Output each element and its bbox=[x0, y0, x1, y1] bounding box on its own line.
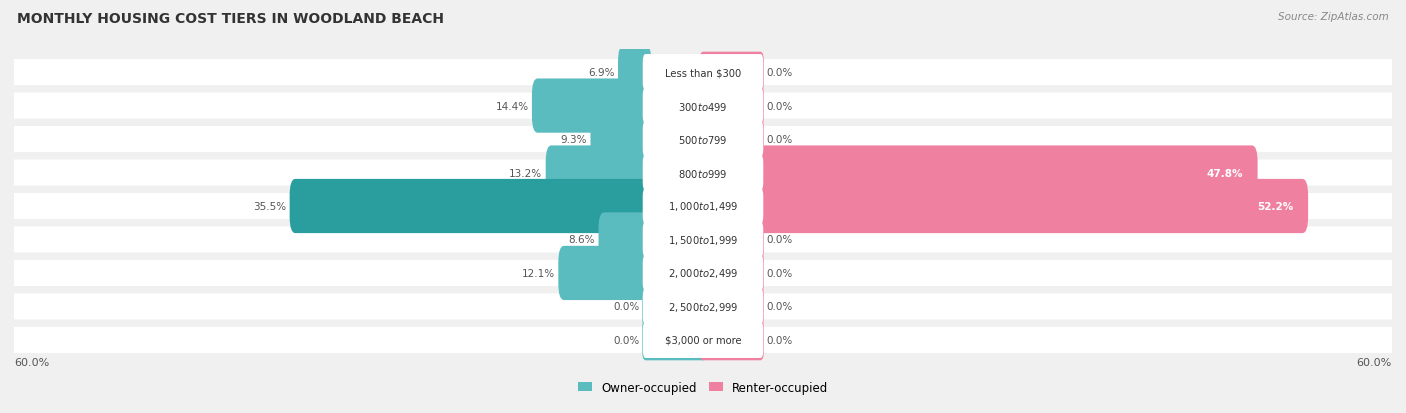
Text: 0.0%: 0.0% bbox=[766, 68, 793, 78]
Text: 0.0%: 0.0% bbox=[766, 335, 793, 345]
Text: 0.0%: 0.0% bbox=[766, 268, 793, 278]
Text: $800 to $999: $800 to $999 bbox=[678, 167, 728, 179]
FancyBboxPatch shape bbox=[14, 160, 1392, 186]
FancyBboxPatch shape bbox=[643, 320, 706, 361]
Text: $1,500 to $1,999: $1,500 to $1,999 bbox=[668, 233, 738, 247]
FancyBboxPatch shape bbox=[14, 60, 1392, 86]
FancyBboxPatch shape bbox=[643, 255, 763, 291]
FancyBboxPatch shape bbox=[591, 113, 651, 167]
FancyBboxPatch shape bbox=[755, 146, 1257, 200]
Legend: Owner-occupied, Renter-occupied: Owner-occupied, Renter-occupied bbox=[572, 376, 834, 399]
Text: 0.0%: 0.0% bbox=[766, 135, 793, 145]
FancyBboxPatch shape bbox=[643, 122, 763, 158]
FancyBboxPatch shape bbox=[700, 119, 763, 160]
FancyBboxPatch shape bbox=[531, 79, 651, 133]
Text: 0.0%: 0.0% bbox=[766, 301, 793, 312]
FancyBboxPatch shape bbox=[558, 246, 651, 300]
FancyBboxPatch shape bbox=[643, 88, 763, 124]
FancyBboxPatch shape bbox=[599, 213, 651, 267]
Text: 12.1%: 12.1% bbox=[522, 268, 555, 278]
FancyBboxPatch shape bbox=[14, 227, 1392, 253]
Text: Less than $300: Less than $300 bbox=[665, 68, 741, 78]
FancyBboxPatch shape bbox=[14, 193, 1392, 220]
FancyBboxPatch shape bbox=[643, 155, 763, 191]
Text: $3,000 or more: $3,000 or more bbox=[665, 335, 741, 345]
FancyBboxPatch shape bbox=[643, 55, 763, 91]
Text: 6.9%: 6.9% bbox=[588, 68, 614, 78]
FancyBboxPatch shape bbox=[14, 127, 1392, 153]
FancyBboxPatch shape bbox=[14, 327, 1392, 353]
FancyBboxPatch shape bbox=[14, 93, 1392, 119]
FancyBboxPatch shape bbox=[700, 253, 763, 294]
Text: 9.3%: 9.3% bbox=[561, 135, 588, 145]
Text: 60.0%: 60.0% bbox=[1357, 357, 1392, 367]
Text: 0.0%: 0.0% bbox=[613, 335, 640, 345]
FancyBboxPatch shape bbox=[290, 180, 651, 233]
Text: 35.5%: 35.5% bbox=[253, 202, 287, 211]
Text: MONTHLY HOUSING COST TIERS IN WOODLAND BEACH: MONTHLY HOUSING COST TIERS IN WOODLAND B… bbox=[17, 12, 444, 26]
FancyBboxPatch shape bbox=[643, 286, 706, 327]
FancyBboxPatch shape bbox=[700, 86, 763, 127]
Text: 0.0%: 0.0% bbox=[766, 101, 793, 112]
Text: 0.0%: 0.0% bbox=[613, 301, 640, 312]
Text: 52.2%: 52.2% bbox=[1257, 202, 1294, 211]
FancyBboxPatch shape bbox=[14, 294, 1392, 320]
Text: Source: ZipAtlas.com: Source: ZipAtlas.com bbox=[1278, 12, 1389, 22]
FancyBboxPatch shape bbox=[619, 46, 651, 100]
Text: $2,000 to $2,499: $2,000 to $2,499 bbox=[668, 267, 738, 280]
Text: $500 to $799: $500 to $799 bbox=[678, 134, 728, 146]
FancyBboxPatch shape bbox=[14, 260, 1392, 286]
Text: $2,500 to $2,999: $2,500 to $2,999 bbox=[668, 300, 738, 313]
Text: 0.0%: 0.0% bbox=[766, 235, 793, 245]
Text: $1,000 to $1,499: $1,000 to $1,499 bbox=[668, 200, 738, 213]
FancyBboxPatch shape bbox=[755, 180, 1308, 233]
FancyBboxPatch shape bbox=[643, 289, 763, 325]
FancyBboxPatch shape bbox=[700, 320, 763, 361]
FancyBboxPatch shape bbox=[643, 188, 763, 225]
FancyBboxPatch shape bbox=[643, 222, 763, 258]
FancyBboxPatch shape bbox=[700, 220, 763, 260]
FancyBboxPatch shape bbox=[546, 146, 651, 200]
Text: 13.2%: 13.2% bbox=[509, 168, 543, 178]
Text: 47.8%: 47.8% bbox=[1206, 168, 1243, 178]
Text: 60.0%: 60.0% bbox=[14, 357, 49, 367]
FancyBboxPatch shape bbox=[700, 286, 763, 327]
Text: 14.4%: 14.4% bbox=[495, 101, 529, 112]
Text: $300 to $499: $300 to $499 bbox=[678, 100, 728, 112]
FancyBboxPatch shape bbox=[700, 52, 763, 93]
FancyBboxPatch shape bbox=[643, 322, 763, 358]
Text: 8.6%: 8.6% bbox=[568, 235, 595, 245]
